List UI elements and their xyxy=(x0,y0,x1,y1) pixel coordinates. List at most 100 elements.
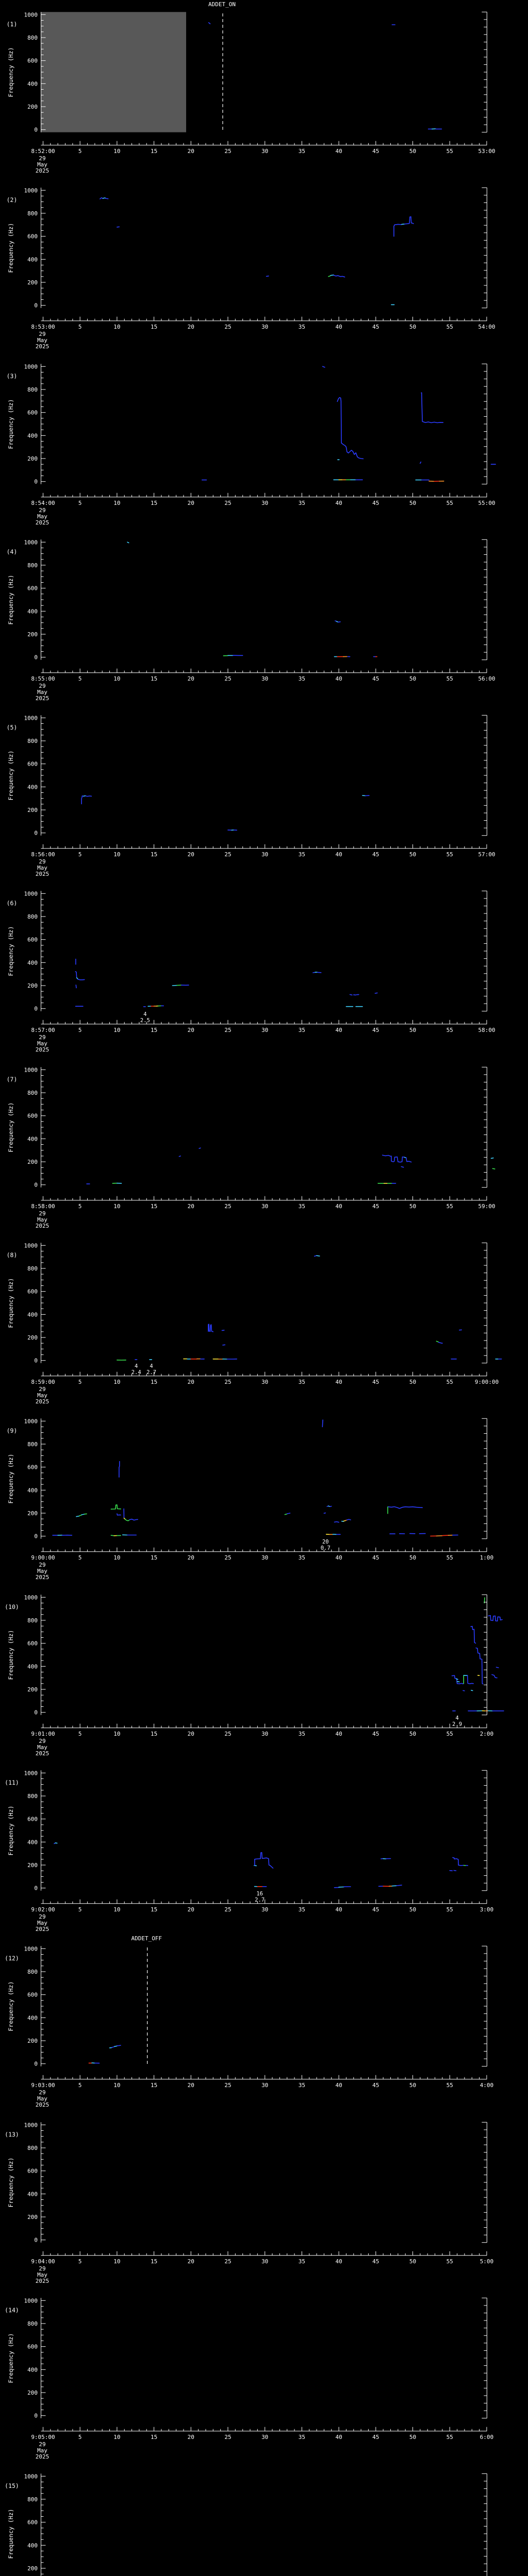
x-tick-label: 40 xyxy=(335,1379,342,1385)
x-tick-label: 45 xyxy=(372,1379,379,1385)
y-tick-label: 800 xyxy=(27,1090,38,1096)
x-end-time-label: 59:00 xyxy=(478,1203,495,1210)
date-label: 2025 xyxy=(36,343,50,350)
detection-trace xyxy=(129,1518,138,1521)
y-tick-label: 600 xyxy=(27,1289,38,1295)
date-label: May xyxy=(37,865,47,871)
x-tick-label: 55 xyxy=(447,1906,453,1913)
x-tick-label: 25 xyxy=(224,675,231,682)
detection-note-top: 4 xyxy=(135,1363,138,1369)
detection-trace xyxy=(254,1852,271,1866)
x-tick-label: 10 xyxy=(113,2434,120,2441)
y-tick-label: 1000 xyxy=(24,1770,38,1776)
date-label: 2025 xyxy=(36,1574,50,1581)
y-tick-label: 200 xyxy=(27,104,38,110)
spectrogram-panel: 0 200 400 600 800 1000 Frequency (Hz) (10) 9:01:… xyxy=(5,1594,504,1757)
x-tick-label: 50 xyxy=(409,1906,416,1913)
y-tick-label: 0 xyxy=(34,2237,38,2244)
x-end-time-label: 56:00 xyxy=(478,675,495,682)
x-start-time-label: 9:04:00 xyxy=(31,2258,55,2265)
x-tick-label: 40 xyxy=(335,1554,342,1561)
detection-note-top: 16 xyxy=(256,1891,263,1897)
x-tick-label: 55 xyxy=(447,1027,453,1033)
y-tick-label: 0 xyxy=(34,1006,38,1012)
detection-trace xyxy=(127,541,129,544)
date-label: May xyxy=(37,1216,47,1223)
y-tick-label: 600 xyxy=(27,585,38,592)
detection-trace xyxy=(75,971,77,978)
masked-region xyxy=(41,12,186,132)
x-tick-label: 10 xyxy=(113,2258,120,2265)
x-tick-label: 40 xyxy=(335,2434,342,2441)
x-tick-label: 50 xyxy=(409,1203,416,1210)
spectrogram-panel: 0 200 400 600 800 1000 Frequency (Hz) (8) 8:59:0… xyxy=(7,1242,502,1405)
x-tick-label: 40 xyxy=(335,1027,342,1033)
x-tick-label: 30 xyxy=(261,1203,268,1210)
panel-index-label: (6) xyxy=(7,900,18,907)
date-label: May xyxy=(37,161,47,168)
date-label: 29 xyxy=(39,2089,45,2096)
panel-index-label: (9) xyxy=(7,1427,18,1434)
x-tick-label: 55 xyxy=(447,2258,453,2265)
date-label: 29 xyxy=(39,1386,45,1393)
detection-note-bottom: 2.4 xyxy=(131,1369,141,1376)
x-end-time-label: 54:00 xyxy=(478,324,495,330)
detection-trace xyxy=(221,1330,225,1331)
x-tick-label: 35 xyxy=(299,148,305,155)
x-tick-label: 20 xyxy=(188,1203,194,1210)
y-tick-label: 800 xyxy=(27,35,38,41)
date-label: 2025 xyxy=(36,1046,50,1053)
y-tick-label: 400 xyxy=(27,256,38,263)
y-tick-label: 800 xyxy=(27,1265,38,1272)
x-tick-label: 5 xyxy=(78,1379,82,1385)
spectrogram-panel: 0 200 400 600 800 1000 Frequency (Hz) (3) 8:54:0… xyxy=(7,363,496,526)
y-tick-label: 1000 xyxy=(24,2473,38,2480)
detection-trace xyxy=(475,1647,484,1685)
panel-index-label: (15) xyxy=(5,2482,19,2489)
x-tick-label: 5 xyxy=(78,148,82,155)
detection-trace xyxy=(81,795,85,799)
y-tick-label: 800 xyxy=(27,2320,38,2327)
detection-trace xyxy=(286,1513,291,1514)
detection-trace xyxy=(421,392,423,422)
x-tick-label: 50 xyxy=(409,1554,416,1561)
date-label: 29 xyxy=(39,507,45,514)
detection-trace xyxy=(176,985,182,986)
detection-trace xyxy=(341,443,364,460)
x-tick-label: 35 xyxy=(299,1554,305,1561)
date-label: 2025 xyxy=(36,1398,50,1405)
y-tick-label: 1000 xyxy=(24,890,38,897)
x-tick-label: 5 xyxy=(78,1027,82,1033)
x-tick-label: 25 xyxy=(224,148,231,155)
x-tick-label: 5 xyxy=(78,1203,82,1210)
x-tick-label: 15 xyxy=(151,851,157,858)
x-tick-label: 40 xyxy=(335,2258,342,2265)
x-tick-label: 20 xyxy=(188,1379,194,1385)
detection-trace xyxy=(396,1885,402,1886)
x-tick-label: 20 xyxy=(188,324,194,330)
x-end-time-label: 55:00 xyxy=(478,500,495,506)
spectrogram-panel: 0 200 400 600 800 1000 Frequency (Hz) (9) 9:00:0… xyxy=(7,1418,494,1581)
y-tick-label: 800 xyxy=(27,1617,38,1624)
date-label: 29 xyxy=(39,2441,45,2448)
x-tick-label: 45 xyxy=(372,1906,379,1913)
detection-trace xyxy=(266,275,269,277)
y-tick-label: 1000 xyxy=(24,1594,38,1601)
y-tick-label: 600 xyxy=(27,58,38,64)
detection-trace xyxy=(109,2047,112,2048)
detection-trace xyxy=(337,397,342,444)
panel-index-label: (3) xyxy=(7,372,18,380)
x-tick-label: 10 xyxy=(113,324,120,330)
date-label: 29 xyxy=(39,683,45,689)
x-tick-label: 40 xyxy=(335,148,342,155)
date-label: May xyxy=(37,2272,47,2278)
x-tick-label: 45 xyxy=(372,1554,379,1561)
x-tick-label: 10 xyxy=(113,1379,120,1385)
x-tick-label: 15 xyxy=(151,148,157,155)
detection-trace xyxy=(123,1518,126,1520)
x-tick-label: 30 xyxy=(261,1731,268,1737)
x-tick-label: 20 xyxy=(188,851,194,858)
y-axis-title: Frequency (Hz) xyxy=(7,1806,14,1856)
x-start-time-label: 8:59:00 xyxy=(31,1379,55,1385)
